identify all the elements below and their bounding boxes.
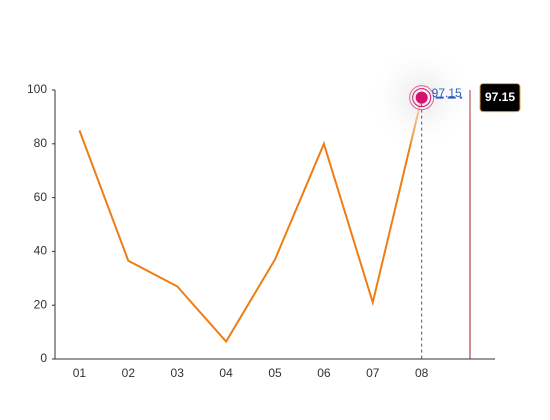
x-tick-label: 05	[268, 366, 282, 380]
y-tick-label: 60	[34, 190, 48, 204]
x-tick-label: 03	[171, 366, 185, 380]
x-tick-label: 04	[219, 366, 233, 380]
y-tick-label: 100	[27, 82, 47, 96]
y-tick-label: 0	[40, 351, 47, 365]
series-line	[78, 97, 423, 344]
halo-inner	[412, 88, 432, 108]
x-tick-label: 01	[73, 366, 87, 380]
x-tick-label: 08	[415, 366, 429, 380]
y-tick-label: 40	[34, 244, 48, 258]
point-label: 97.15	[432, 86, 462, 100]
y-tick-label: 80	[34, 136, 48, 150]
x-tick-label: 06	[317, 366, 331, 380]
x-tick-label: 07	[366, 366, 380, 380]
halo-outer	[409, 85, 435, 111]
highlight-point	[415, 91, 428, 104]
y-tick-label: 20	[34, 297, 48, 311]
tooltip-value: 97.15	[485, 90, 515, 104]
tooltip-box	[479, 83, 521, 113]
x-tick-label: 02	[122, 366, 136, 380]
